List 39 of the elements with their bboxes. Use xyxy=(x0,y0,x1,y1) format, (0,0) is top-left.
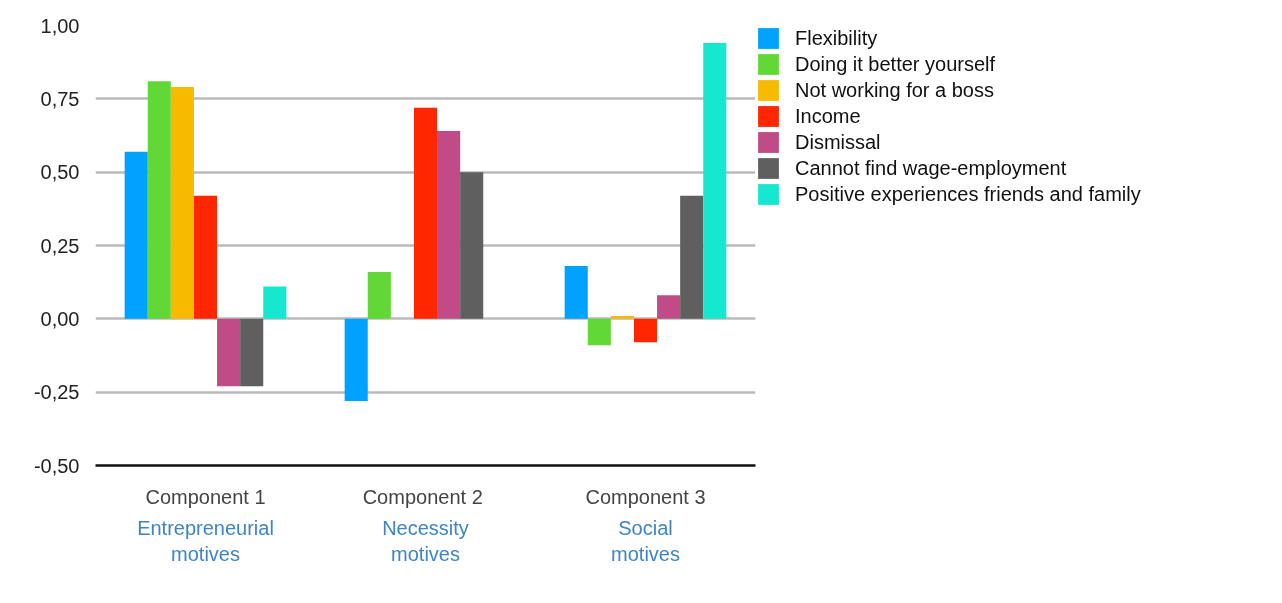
legend-label: Positive experiences friends and family xyxy=(795,182,1141,206)
bar xyxy=(610,315,634,319)
legend-label: Doing it better yourself xyxy=(795,52,996,76)
text: Entrepreneurial motives xyxy=(137,516,274,565)
bar xyxy=(564,266,588,319)
text: Social motives xyxy=(611,516,680,565)
y-tick-label: 0,00 xyxy=(40,307,80,330)
bar xyxy=(437,131,461,319)
y-tick-label: 0,25 xyxy=(40,234,80,257)
bar xyxy=(124,151,148,319)
y-tick-label: 0,50 xyxy=(40,161,80,184)
y-tick-label: -0,50 xyxy=(33,454,80,477)
legend-label: Income xyxy=(795,104,861,128)
legend-label: Not working for a boss xyxy=(795,78,994,102)
bar xyxy=(587,318,611,346)
bar xyxy=(170,87,194,319)
bar xyxy=(680,195,704,319)
x-tick-label: Component 2 xyxy=(362,485,483,508)
legend-label: Dismissal xyxy=(795,130,881,154)
x-tick-label: Component 1 xyxy=(145,485,266,508)
legend-label: Flexibility xyxy=(795,26,878,50)
legend-label: Cannot find wage-employment xyxy=(795,156,1067,180)
bar xyxy=(240,318,264,387)
y-tick-label: 0,75 xyxy=(40,87,80,110)
bar xyxy=(413,107,438,319)
y-tick-label: 1,00 xyxy=(40,14,80,37)
bar xyxy=(367,271,391,319)
bar xyxy=(217,318,241,387)
bar xyxy=(344,318,368,401)
bar xyxy=(193,195,218,319)
y-tick-label: -0,25 xyxy=(33,381,80,404)
bar xyxy=(657,295,681,319)
bar xyxy=(460,172,484,319)
x-tick-label: Component 3 xyxy=(585,485,706,508)
text: Necessity motives xyxy=(382,516,469,565)
bar xyxy=(263,286,287,319)
bar xyxy=(633,318,658,343)
bar xyxy=(147,81,171,319)
bar xyxy=(703,43,727,319)
